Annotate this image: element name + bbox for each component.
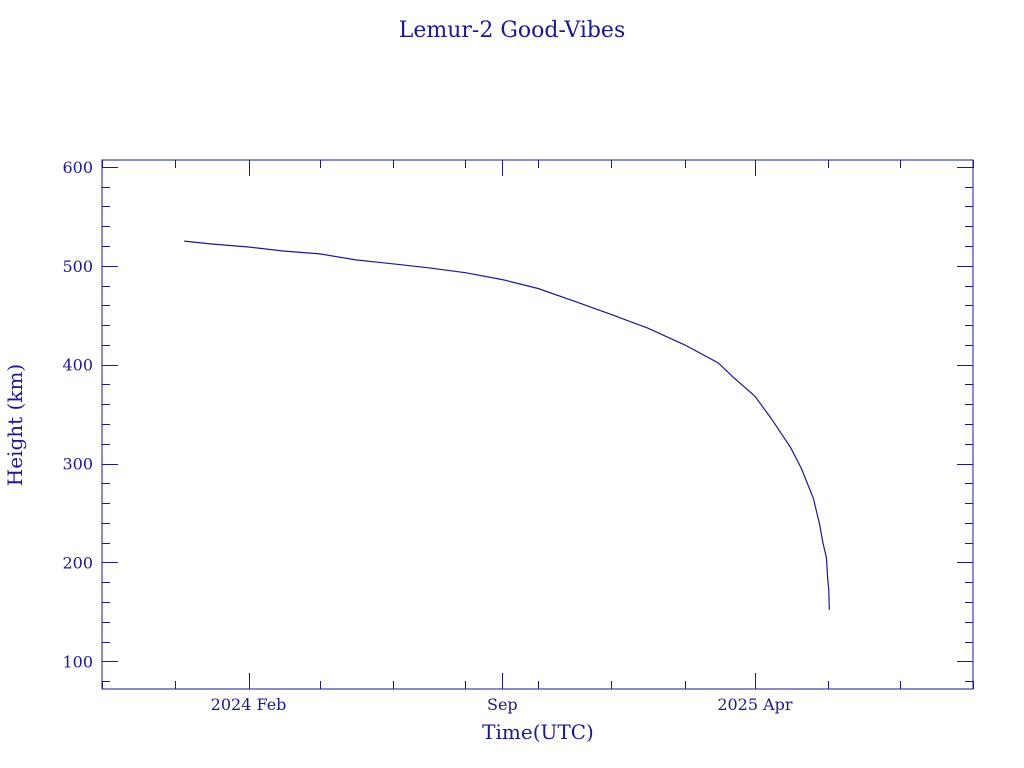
x-tick-labels: 2024 Feb Sep 2025 Apr: [211, 695, 793, 714]
y-axis-label: Height (km): [3, 364, 27, 486]
height-series-line: [184, 240, 830, 610]
y-tick-label: 200: [62, 553, 93, 572]
x-tick-label: Sep: [487, 695, 518, 714]
plot-frame: [101, 159, 974, 690]
chart-title: Lemur-2 Good-Vibes: [399, 18, 626, 43]
y-tick-label: 300: [62, 455, 93, 474]
y-tick-label: 600: [62, 158, 93, 177]
x-tick-label: 2024 Feb: [211, 695, 287, 714]
axis-ticks: [102, 160, 974, 689]
y-tick-label: 100: [62, 652, 93, 671]
y-tick-label: 400: [62, 356, 93, 375]
x-tick-label: 2025 Apr: [717, 695, 793, 714]
y-tick-labels: 100 200 300 400 500 600: [62, 158, 93, 671]
y-tick-label: 500: [62, 257, 93, 276]
x-axis-label: Time(UTC): [482, 720, 594, 744]
